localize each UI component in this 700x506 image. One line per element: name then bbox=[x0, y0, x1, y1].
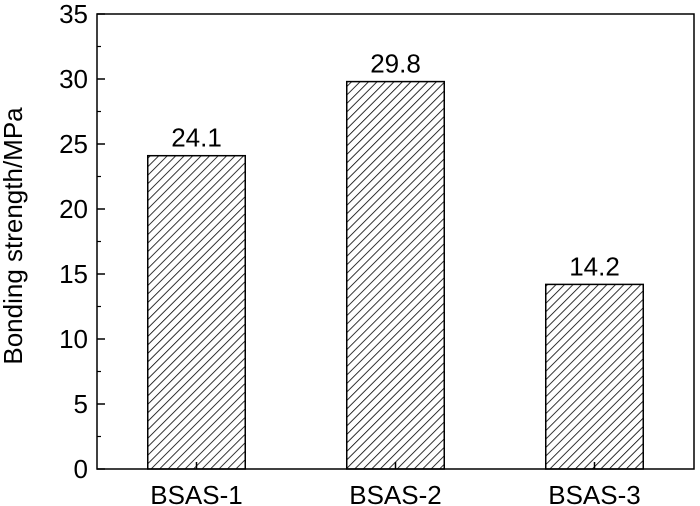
x-tick-label: BSAS-1 bbox=[150, 480, 243, 506]
y-tick-label: 0 bbox=[74, 454, 88, 484]
axes-group bbox=[96, 13, 695, 470]
data-label-bsas-1: 24.1 bbox=[171, 123, 222, 153]
data-label-bsas-2: 29.8 bbox=[370, 49, 421, 79]
y-axis-title: Bonding strength/MPa bbox=[0, 107, 28, 365]
bar-bsas-2 bbox=[345, 80, 446, 470]
labels-group: 24.1 BSAS-1 29.8 BSAS-2 14.2 BSAS-3 0 5 10 15 20 25… bbox=[59, 0, 641, 506]
y-tick-label: 20 bbox=[59, 194, 88, 224]
y-tick-label: 5 bbox=[74, 389, 88, 419]
y-tick-label: 15 bbox=[59, 259, 88, 289]
y-tick-label: 35 bbox=[59, 0, 88, 29]
bar-bsas-1 bbox=[146, 154, 247, 470]
bar-bsas-3 bbox=[544, 283, 645, 470]
y-tick-label: 25 bbox=[59, 129, 88, 159]
x-tick-label: BSAS-3 bbox=[548, 480, 641, 506]
y-tick-label: 10 bbox=[59, 324, 88, 354]
data-label-bsas-3: 14.2 bbox=[569, 251, 620, 281]
x-tick-label: BSAS-2 bbox=[349, 480, 442, 506]
y-tick-label: 30 bbox=[59, 64, 88, 94]
bars-group bbox=[146, 80, 645, 470]
